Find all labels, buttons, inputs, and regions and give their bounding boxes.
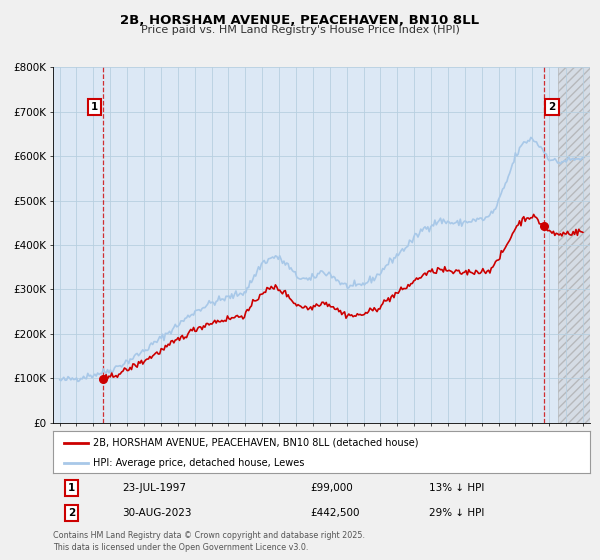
Text: Price paid vs. HM Land Registry's House Price Index (HPI): Price paid vs. HM Land Registry's House … [140, 25, 460, 35]
Text: 13% ↓ HPI: 13% ↓ HPI [428, 483, 484, 493]
Text: 2B, HORSHAM AVENUE, PEACEHAVEN, BN10 8LL (detached house): 2B, HORSHAM AVENUE, PEACEHAVEN, BN10 8LL… [93, 438, 419, 448]
Text: 29% ↓ HPI: 29% ↓ HPI [428, 508, 484, 519]
Text: 30-AUG-2023: 30-AUG-2023 [122, 508, 192, 519]
Text: 1: 1 [91, 102, 98, 112]
Text: 2: 2 [548, 102, 556, 112]
Text: 23-JUL-1997: 23-JUL-1997 [122, 483, 187, 493]
Text: 2B, HORSHAM AVENUE, PEACEHAVEN, BN10 8LL: 2B, HORSHAM AVENUE, PEACEHAVEN, BN10 8LL [121, 14, 479, 27]
Text: Contains HM Land Registry data © Crown copyright and database right 2025.
This d: Contains HM Land Registry data © Crown c… [53, 531, 365, 552]
Bar [558, 67, 590, 423]
Text: 2: 2 [68, 508, 75, 519]
Text: £99,000: £99,000 [311, 483, 353, 493]
Text: 1: 1 [68, 483, 75, 493]
Bar [558, 67, 590, 423]
Text: HPI: Average price, detached house, Lewes: HPI: Average price, detached house, Lewe… [93, 458, 304, 468]
Text: £442,500: £442,500 [311, 508, 360, 519]
